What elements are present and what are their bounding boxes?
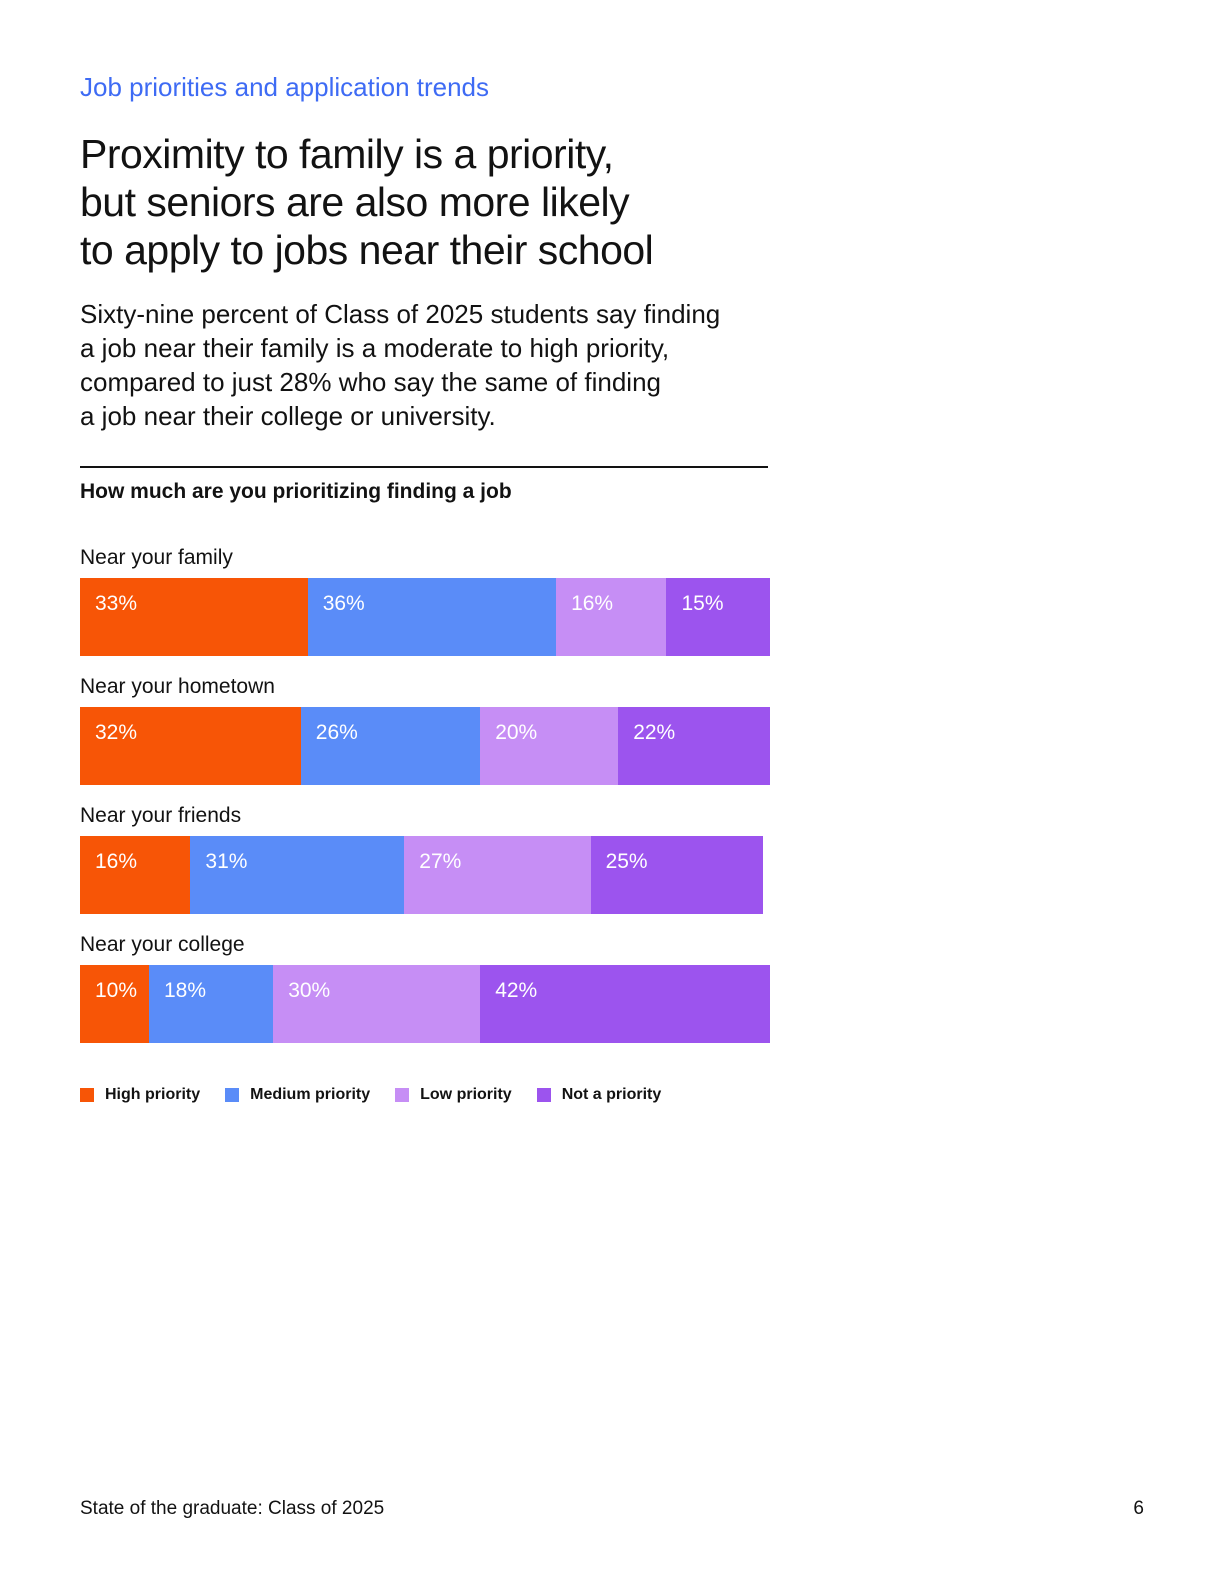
bar-segment: 25%: [590, 836, 764, 914]
intro-paragraph-line-1: Sixty-nine percent of Class of 2025 stud…: [80, 299, 721, 329]
bar-segment: 42%: [480, 965, 770, 1043]
legend-swatch: [536, 1088, 551, 1102]
bar-segment-value: 26%: [315, 721, 358, 744]
legend-item: Low priority: [395, 1086, 512, 1104]
bar-segment: 36%: [307, 578, 557, 656]
bar-segment-value: 30%: [288, 979, 331, 1002]
footer-page-number: 6: [1133, 1498, 1144, 1519]
stacked-bar: 32% 26% 20% 22%: [80, 707, 770, 785]
intro-paragraph-line-2: a job near their family is a moderate to…: [80, 333, 670, 363]
bar-segment: 22%: [618, 707, 770, 785]
stacked-bar: 33% 36% 16% 15%: [80, 578, 770, 656]
bar-group: Near your family 33% 36% 16% 15%: [80, 547, 770, 656]
legend-label: Medium priority: [250, 1086, 371, 1103]
bar-segment-value: 36%: [322, 592, 365, 615]
legend-swatch: [225, 1088, 240, 1102]
bar-category-label: Near your family: [80, 546, 233, 569]
legend-label: Low priority: [420, 1086, 512, 1103]
chart-groups: Near your family 33% 36% 16% 15% Near your ho…: [80, 547, 770, 1043]
bar-segment-value: 33%: [95, 592, 138, 615]
page-title-line-2: but seniors are also more likely: [80, 179, 630, 225]
bar-segment: 16%: [80, 836, 191, 914]
bar-segment-value: 18%: [164, 979, 207, 1002]
bar-segment-value: 22%: [633, 721, 676, 744]
footer-report-title: State of the graduate: Class of 2025: [80, 1498, 385, 1519]
bar-segment: 30%: [273, 965, 481, 1043]
bar-segment-value: 25%: [605, 850, 648, 873]
bar-group: Near your college 10% 18% 30% 42%: [80, 934, 770, 1043]
page-title: Proximity to family is a priority, but s…: [80, 130, 654, 274]
intro-paragraph: Sixty-nine percent of Class of 2025 stud…: [80, 297, 720, 433]
bar-segment-value: 42%: [495, 979, 538, 1002]
legend-label: High priority: [105, 1086, 201, 1103]
bar-segment: 27%: [404, 836, 591, 914]
bar-segment: 16%: [556, 578, 667, 656]
legend-item: Not a priority: [536, 1086, 662, 1104]
bar-segment: 20%: [480, 707, 619, 785]
chart-legend: High priority Medium priority Low priority…: [80, 1086, 770, 1104]
bar-segment-value: 10%: [95, 979, 138, 1002]
legend-label: Not a priority: [561, 1086, 662, 1103]
legend-item: Medium priority: [225, 1086, 370, 1104]
intro-paragraph-line-3: compared to just 28% who say the same of…: [80, 367, 661, 397]
bar-segment-value: 15%: [681, 592, 724, 615]
section-eyebrow: Job priorities and application trends: [80, 72, 490, 102]
legend-item: High priority: [80, 1086, 200, 1104]
bar-category-label: Near your college: [80, 933, 245, 956]
legend-swatch: [80, 1088, 94, 1102]
intro-paragraph-line-4: a job near their college or university.: [80, 401, 496, 431]
bar-segment-value: 20%: [495, 721, 538, 744]
stacked-bar: 16% 31% 27% 25%: [80, 836, 770, 914]
page-footer: State of the graduate: Class of 2025 6: [80, 1498, 1144, 1520]
bar-segment-value: 27%: [419, 850, 462, 873]
stacked-bar-chart: How much are you prioritizing finding a …: [80, 481, 770, 1104]
chart-title: How much are you prioritizing finding a …: [80, 480, 512, 503]
page-title-line-1: Proximity to family is a priority,: [80, 131, 614, 177]
bar-segment: 15%: [666, 578, 770, 656]
divider-rule: [80, 466, 768, 468]
bar-segment-value: 31%: [205, 850, 248, 873]
bar-segment: 10%: [80, 965, 149, 1043]
bar-group: Near your friends 16% 31% 27% 25%: [80, 805, 770, 914]
bar-segment-value: 16%: [95, 850, 138, 873]
bar-segment: 31%: [190, 836, 405, 914]
bar-category-label: Near your friends: [80, 804, 242, 827]
legend-swatch: [395, 1088, 410, 1102]
bar-category-label: Near your hometown: [80, 675, 275, 698]
bar-segment: 26%: [300, 707, 481, 785]
bar-group: Near your hometown 32% 26% 20% 22%: [80, 676, 770, 785]
stacked-bar: 10% 18% 30% 42%: [80, 965, 770, 1043]
bar-segment-value: 16%: [571, 592, 614, 615]
bar-segment: 32%: [80, 707, 301, 785]
bar-segment: 33%: [80, 578, 308, 656]
page-title-line-3: to apply to jobs near their school: [80, 227, 654, 273]
bar-segment-value: 32%: [95, 721, 138, 744]
bar-segment: 18%: [149, 965, 274, 1043]
